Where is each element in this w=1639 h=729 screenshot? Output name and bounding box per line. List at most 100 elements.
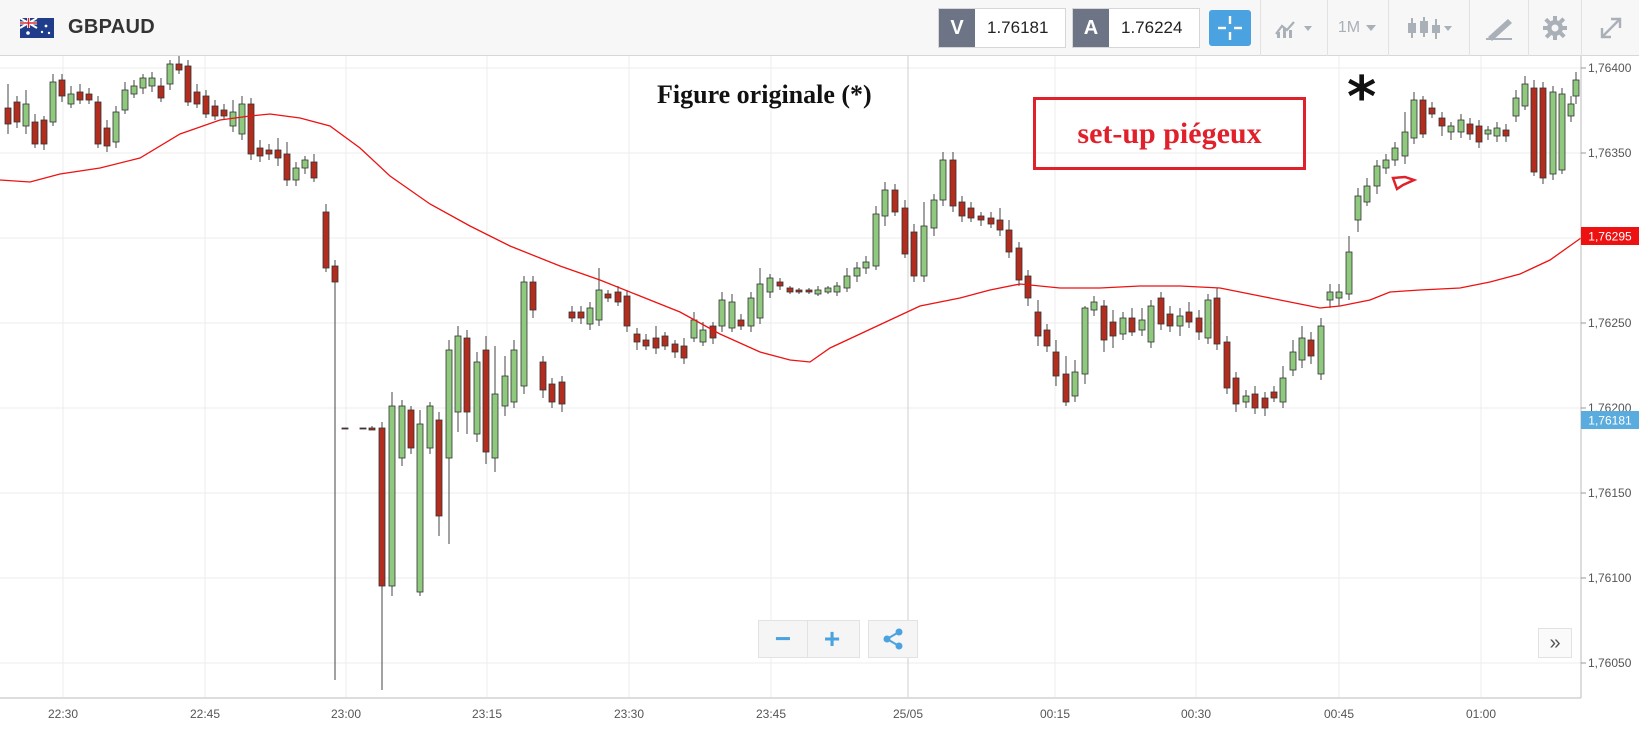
price-chart[interactable]: 1,764001,763501,763001,762501,762001,761… — [0, 56, 1639, 729]
time-tick-label: 00:15 — [1040, 707, 1070, 721]
candle-style-button[interactable] — [1388, 0, 1469, 56]
fullscreen-button[interactable] — [1581, 0, 1639, 56]
candle-bullish — [756, 268, 764, 324]
candle-bullish — [1521, 76, 1529, 110]
candle-bullish — [1410, 92, 1418, 144]
candle-bullish — [595, 268, 603, 326]
candle-bearish — [202, 90, 210, 118]
candle-bearish — [265, 144, 273, 160]
candle-bullish — [49, 74, 57, 126]
time-tick-label: 23:45 — [756, 707, 786, 721]
settings-button[interactable] — [1528, 0, 1581, 56]
chart-type-button[interactable] — [1260, 0, 1327, 56]
gear-icon — [1543, 16, 1567, 40]
candle-bearish — [1502, 124, 1510, 142]
candle-bullish — [510, 340, 518, 408]
candle-bearish — [256, 140, 264, 162]
candle-bearish — [529, 276, 537, 318]
bid-price-box[interactable]: V 1.76181 — [938, 8, 1066, 48]
ask-price-box[interactable]: A 1.76224 — [1072, 8, 1200, 48]
candle-bearish — [1157, 292, 1165, 330]
candle-bullish — [445, 340, 453, 544]
candle-bullish — [1090, 296, 1098, 316]
candle-bearish — [1428, 102, 1436, 118]
candle-bearish — [891, 184, 899, 216]
candle-bearish — [1419, 96, 1427, 138]
zoom-in-button[interactable]: + — [823, 623, 841, 654]
candle-bullish — [881, 182, 889, 226]
candle-bearish — [1213, 288, 1221, 350]
candle-bullish — [1326, 284, 1334, 308]
candle-bullish — [1289, 340, 1297, 376]
setup-label: set-up piégeux — [1077, 116, 1262, 150]
candle-bullish — [1572, 72, 1580, 104]
candle-bullish — [1354, 188, 1362, 232]
timeframe-dropdown[interactable]: 1M — [1327, 0, 1388, 56]
candle-bearish — [157, 78, 165, 102]
candle-bearish — [322, 204, 330, 272]
chart-grid — [0, 56, 1581, 697]
candle-bullish — [130, 80, 138, 98]
candle-bearish — [1052, 340, 1060, 386]
scroll-to-end-button[interactable]: » — [1538, 628, 1572, 658]
chart-toolbar: GBPAUD V 1.76181 A 1.76224 1M — [0, 0, 1639, 56]
crosshair-button[interactable] — [1209, 10, 1251, 46]
candle-bearish — [987, 212, 995, 228]
candle-bearish — [671, 340, 679, 358]
candle-bullish — [121, 82, 129, 114]
candle-bullish — [1382, 154, 1390, 174]
candle-bearish — [378, 422, 386, 690]
candle-bearish — [1438, 112, 1446, 136]
share-button[interactable] — [869, 621, 917, 657]
candle-bearish — [1195, 310, 1203, 340]
candle-bearish — [1034, 300, 1042, 346]
candle-bullish — [1512, 90, 1520, 122]
time-tick-label: 23:30 — [614, 707, 644, 721]
price-tick-label: 1,76150 — [1588, 486, 1632, 500]
candle-bullish — [766, 274, 774, 298]
candle-bullish — [586, 302, 594, 330]
candle-bearish — [652, 326, 660, 354]
candle-bearish — [1223, 336, 1231, 394]
candle-bearish — [103, 120, 111, 152]
ask-price: 1.76224 — [1121, 18, 1183, 37]
candle-bullish — [388, 392, 396, 596]
candle-bearish — [1307, 332, 1315, 364]
drawing-tools-button[interactable] — [1469, 0, 1528, 56]
figure-title: Figure originale (*) — [657, 80, 872, 109]
candle-bearish — [1539, 82, 1547, 184]
candles — [4, 56, 1580, 690]
candle-bearish — [1043, 324, 1051, 352]
candle-bearish — [1261, 392, 1269, 416]
candle-bullish — [1558, 88, 1566, 174]
candle-bearish — [247, 98, 255, 160]
candle-bearish — [1100, 300, 1108, 352]
candle-bullish — [1484, 126, 1492, 140]
candle-bearish — [85, 88, 93, 104]
zoom-controls: − + — [758, 620, 860, 658]
time-tick-label: 22:30 — [48, 707, 78, 721]
candle-bullish — [872, 206, 880, 270]
candle-bearish — [341, 427, 349, 430]
candle-bearish — [94, 96, 102, 148]
gb-au-flag-icon — [20, 18, 54, 38]
candle-bearish — [1005, 220, 1013, 258]
candle-bearish — [958, 196, 966, 222]
candle-bearish — [1185, 302, 1193, 328]
candle-bullish — [491, 346, 499, 472]
price-axis: 1,764001,763501,763001,762501,762001,761… — [1581, 61, 1632, 670]
zoom-out-button[interactable]: − — [759, 621, 808, 657]
candle-bearish — [435, 412, 443, 536]
candle-bearish — [805, 288, 813, 294]
candle-bearish — [359, 427, 367, 430]
candle-bullish — [473, 352, 481, 442]
ask-label: A — [1073, 9, 1109, 47]
candle-bullish — [501, 356, 509, 416]
candle-bullish — [426, 402, 434, 454]
candle-bullish — [1081, 306, 1089, 384]
candle-bearish — [623, 290, 631, 332]
instrument-symbol[interactable]: GBPAUD — [68, 16, 155, 38]
candle-bullish — [301, 156, 309, 174]
candle-bullish — [853, 262, 861, 282]
share-icon — [883, 628, 903, 650]
